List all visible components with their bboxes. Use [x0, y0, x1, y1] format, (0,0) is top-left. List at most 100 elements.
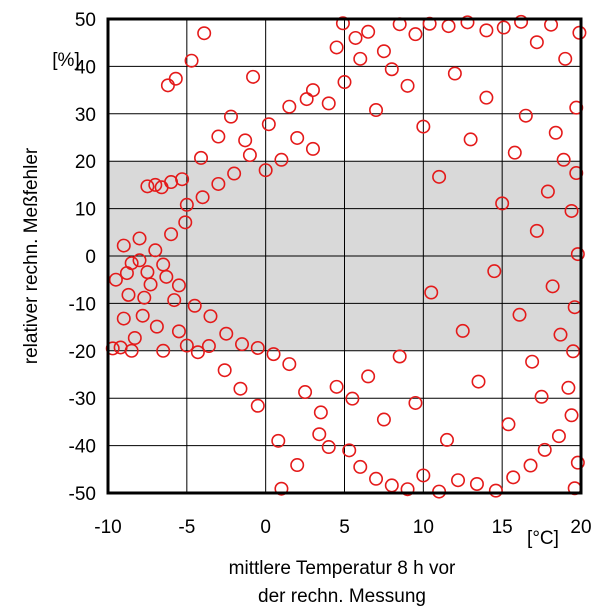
data-point: [348, 30, 363, 45]
data-point: [564, 203, 579, 218]
data-point: [261, 117, 276, 132]
x-tick-label: -10: [94, 517, 121, 538]
data-point: [238, 133, 253, 148]
data-point: [271, 433, 286, 448]
data-point: [353, 459, 368, 474]
data-point: [290, 130, 305, 145]
data-point: [164, 227, 179, 242]
data-point: [518, 108, 533, 123]
data-point: [512, 307, 527, 322]
data-point: [312, 427, 327, 442]
data-point: [361, 24, 376, 39]
data-point: [223, 109, 238, 124]
x-tick-label: 10: [413, 517, 434, 538]
data-point: [282, 99, 297, 114]
plot-frame: [106, 17, 583, 495]
data-point: [179, 338, 194, 353]
data-point: [167, 293, 182, 308]
data-point: [178, 215, 193, 230]
x-axis-label-line-1: mittlere Temperatur 8 h vor: [229, 558, 456, 579]
data-point: [135, 308, 150, 323]
data-point: [553, 327, 568, 342]
data-point: [321, 96, 336, 111]
y-tick-label: 30: [75, 105, 96, 126]
data-point: [424, 285, 439, 300]
data-point: [233, 381, 248, 396]
data-point: [329, 379, 344, 394]
data-point: [342, 443, 357, 458]
y-tick-label: -20: [69, 342, 96, 363]
data-point: [455, 323, 470, 338]
x-tick-label: 5: [339, 517, 350, 538]
data-point: [496, 20, 511, 35]
data-point: [179, 197, 194, 212]
data-point: [439, 432, 454, 447]
data-point: [506, 470, 521, 485]
data-point: [187, 298, 202, 313]
data-point: [124, 256, 139, 271]
data-point: [416, 119, 431, 134]
data-point: [184, 53, 199, 68]
data-point: [246, 69, 261, 84]
y-tick-label: -10: [69, 294, 96, 315]
data-point: [171, 278, 186, 293]
data-point: [479, 23, 494, 38]
y-tick-label: 10: [75, 200, 96, 221]
data-point: [197, 26, 212, 41]
data-point: [175, 172, 190, 187]
data-point: [501, 417, 516, 432]
data-point: [235, 337, 250, 352]
data-point: [345, 391, 360, 406]
data-point: [305, 83, 320, 98]
data-point: [337, 75, 352, 90]
data-point: [376, 412, 391, 427]
data-point: [282, 357, 297, 372]
data-point: [194, 150, 209, 165]
data-point: [298, 385, 313, 400]
data-point: [171, 324, 186, 339]
data-point: [258, 163, 273, 178]
data-point: [242, 148, 257, 163]
x-axis-unit: [°C]: [527, 528, 559, 549]
data-point: [376, 44, 391, 59]
data-point: [211, 129, 226, 144]
data-point: [447, 66, 462, 81]
data-point: [250, 398, 265, 413]
data-point: [558, 51, 573, 66]
data-point: [274, 152, 289, 167]
data-point: [274, 481, 289, 496]
data-point: [570, 455, 585, 470]
data-point: [408, 27, 423, 42]
x-tick-label: 15: [492, 517, 513, 538]
data-point: [361, 369, 376, 384]
data-point: [353, 51, 368, 66]
data-point: [335, 16, 350, 31]
data-point: [537, 442, 552, 457]
data-point: [116, 238, 131, 253]
data-point: [570, 247, 585, 262]
data-point: [203, 309, 218, 324]
x-tick-label: 0: [260, 517, 271, 538]
data-point: [132, 253, 147, 268]
data-point: [148, 243, 163, 258]
y-tick-label: -30: [69, 389, 96, 410]
data-point: [137, 290, 152, 305]
data-point: [116, 311, 131, 326]
data-point: [392, 349, 407, 364]
data-point: [132, 231, 147, 246]
data-point: [540, 184, 555, 199]
data-point: [168, 71, 183, 86]
data-point: [201, 339, 216, 354]
y-tick-label: 20: [75, 152, 96, 173]
data-point: [451, 473, 466, 488]
data-point: [523, 458, 538, 473]
data-point: [432, 169, 447, 184]
data-point: [487, 264, 502, 279]
data-point: [463, 132, 478, 147]
data-point: [140, 179, 155, 194]
data-point: [548, 125, 563, 140]
data-point: [140, 265, 155, 280]
data-point: [127, 331, 142, 346]
data-point: [525, 354, 540, 369]
